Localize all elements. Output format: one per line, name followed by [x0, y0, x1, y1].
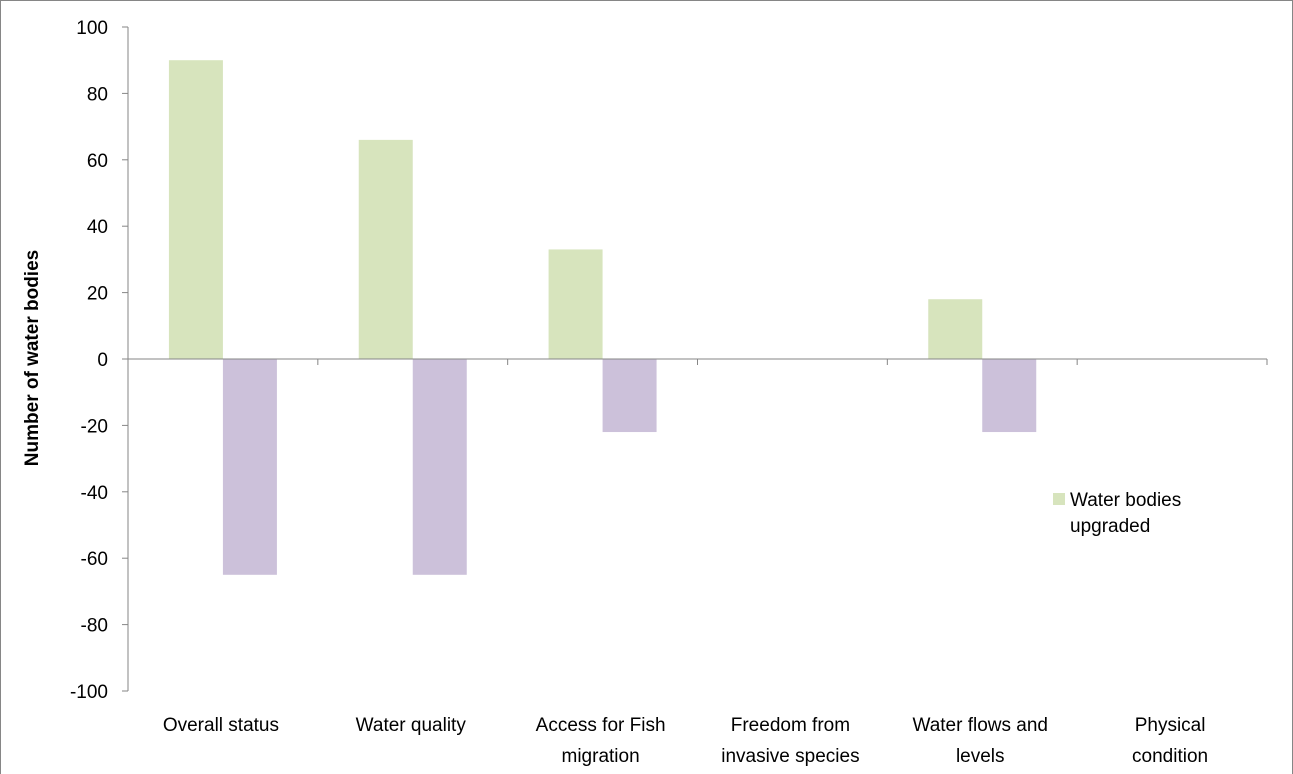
- y-tick-label: 60: [87, 151, 108, 172]
- x-axis-ticks: [317, 359, 1268, 365]
- y-tick-label: 80: [87, 84, 108, 105]
- y-tick-label: 100: [76, 18, 108, 39]
- bar-upgraded: [548, 249, 603, 359]
- legend-swatch: [1053, 493, 1065, 505]
- y-tick-label: -40: [81, 483, 108, 504]
- y-axis-ticks: [122, 26, 128, 692]
- category-label: Physical condition: [1132, 715, 1208, 767]
- bar-upgraded: [168, 60, 223, 359]
- category-label: Water flows and levels: [912, 715, 1048, 767]
- category-label: Freedom from invasive species: [721, 715, 859, 767]
- y-tick-label: 40: [87, 217, 108, 238]
- bars: [168, 60, 1037, 575]
- bar-upgraded: [358, 139, 413, 359]
- category-labels: Overall status Water quality Access for Fi…: [163, 715, 1208, 767]
- y-tick-label: -60: [81, 549, 108, 570]
- category-label: Access for Fish migration: [536, 715, 666, 767]
- y-axis-label-group: Number of water bodies: [22, 250, 43, 466]
- category-label: Overall status: [163, 715, 279, 736]
- legend: Water bodies upgraded: [1053, 490, 1181, 537]
- bar-downgraded: [412, 359, 467, 575]
- bar-upgraded: [928, 299, 983, 359]
- category-label: Water quality: [356, 715, 467, 736]
- bar-downgraded: [222, 359, 277, 575]
- y-tick-label: 20: [87, 284, 108, 305]
- bar-downgraded: [602, 359, 657, 433]
- y-axis-tick-labels: -100 -80 -60 -40 -20 0 20 40 60 80 100: [70, 18, 108, 703]
- y-tick-label: 0: [97, 350, 108, 371]
- bar-downgraded: [982, 359, 1037, 433]
- y-tick-label: -100: [70, 682, 108, 703]
- y-tick-label: -20: [81, 416, 108, 437]
- y-axis-label: Number of water bodies: [22, 250, 43, 466]
- legend-label: Water bodies upgraded: [1070, 490, 1181, 537]
- y-tick-label: -80: [81, 616, 108, 637]
